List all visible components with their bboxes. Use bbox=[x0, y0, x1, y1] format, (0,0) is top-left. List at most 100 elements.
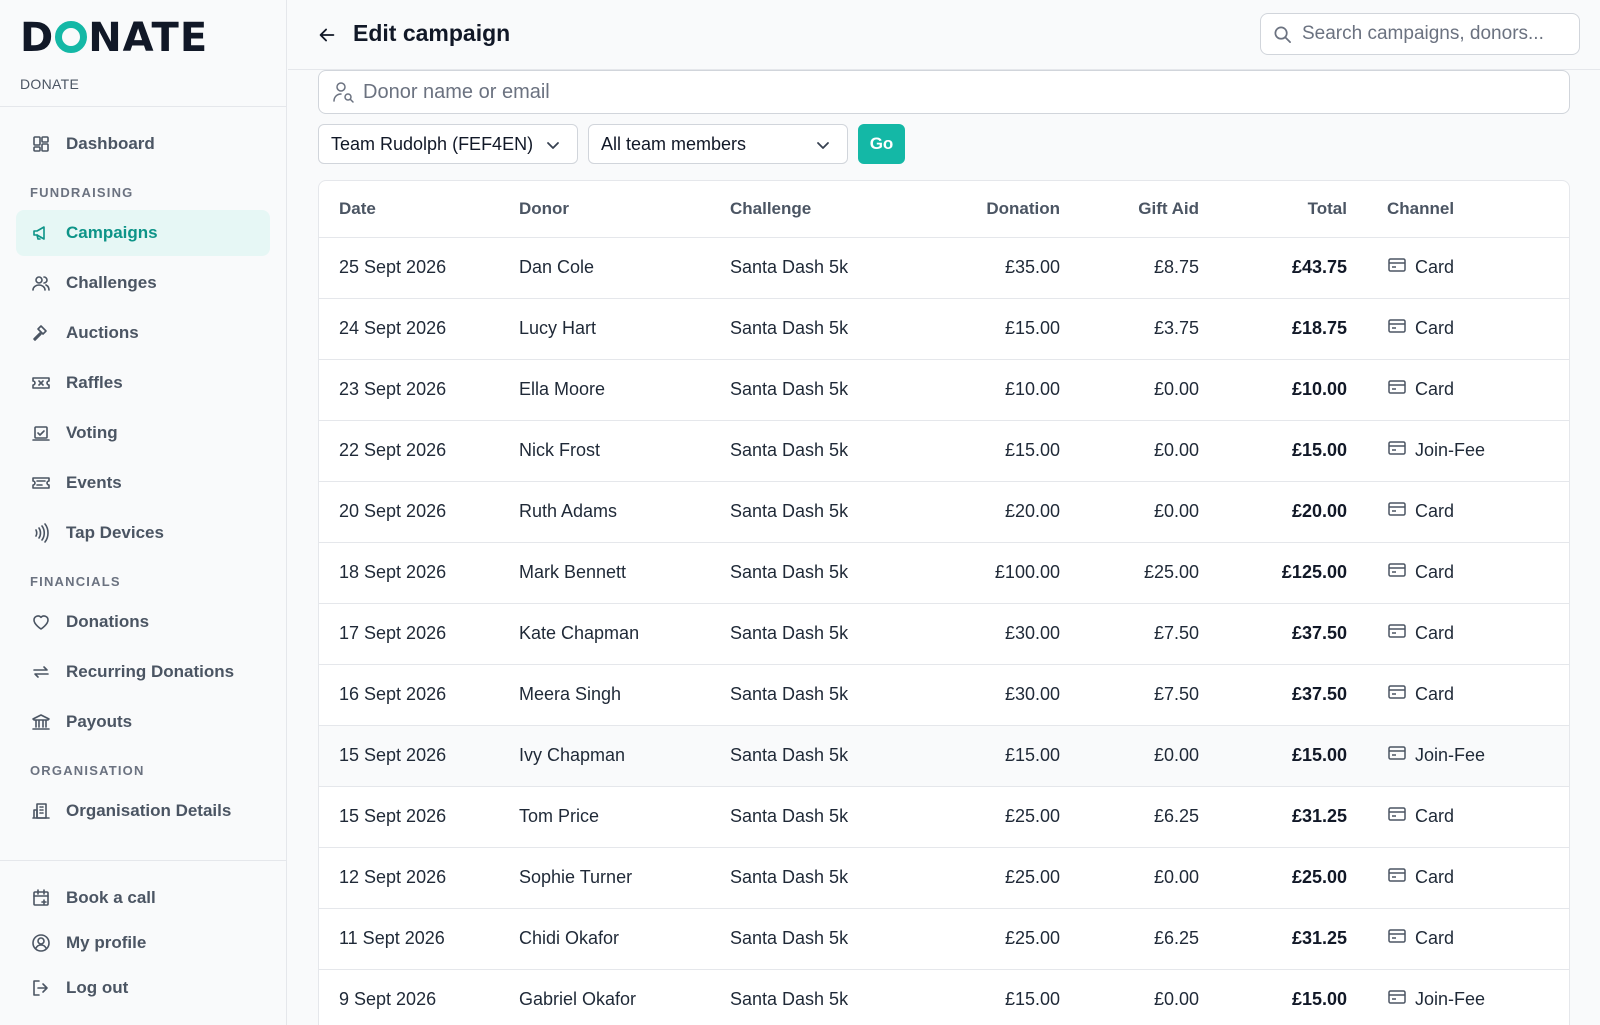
sidebar-item-label: Organisation Details bbox=[66, 801, 232, 820]
column-donation[interactable]: Donation bbox=[920, 181, 1060, 238]
sidebar-item-tap-devices[interactable]: Tap Devices bbox=[16, 510, 270, 556]
cell-gift-aid: £7.50 bbox=[1060, 603, 1199, 665]
sidebar-item-campaigns[interactable]: Campaigns bbox=[16, 210, 270, 256]
sidebar-item-label: Campaigns bbox=[66, 223, 158, 242]
table-row[interactable]: 12 Sept 2026 Sophie Turner Santa Dash 5k £2… bbox=[319, 847, 1569, 909]
cell-donation: £20.00 bbox=[920, 481, 1060, 543]
cell-total: £25.00 bbox=[1199, 847, 1347, 909]
sidebar-item-recurring-donations[interactable]: Recurring Donations bbox=[16, 649, 270, 695]
cell-donor: Ella Moore bbox=[519, 359, 730, 421]
cell-challenge: Santa Dash 5k bbox=[730, 420, 920, 482]
channel-text: Join-Fee bbox=[1415, 745, 1486, 765]
table-row[interactable]: 15 Sept 2026 Ivy Chapman Santa Dash 5k £15.… bbox=[319, 725, 1569, 787]
table-row[interactable]: 17 Sept 2026 Kate Chapman Santa Dash 5k £30… bbox=[319, 603, 1569, 665]
back-button[interactable] bbox=[314, 22, 340, 48]
page-header: Edit campaign bbox=[288, 0, 1600, 70]
sidebar-item-raffles[interactable]: Raffles bbox=[16, 360, 270, 406]
column-donor[interactable]: Donor bbox=[519, 181, 730, 238]
table-row[interactable]: 11 Sept 2026 Chidi Okafor Santa Dash 5k £25… bbox=[319, 908, 1569, 970]
donor-search-input[interactable] bbox=[363, 80, 1543, 104]
cell-donor: Sophie Turner bbox=[519, 847, 730, 909]
channel-label: Card bbox=[1387, 377, 1454, 402]
member-select[interactable]: All team members bbox=[588, 124, 848, 164]
column-channel[interactable]: Channel bbox=[1347, 181, 1569, 238]
cell-channel: Card bbox=[1347, 786, 1569, 848]
channel-text: Card bbox=[1415, 928, 1455, 948]
table-row[interactable]: 18 Sept 2026 Mark Bennett Santa Dash 5k £10… bbox=[319, 542, 1569, 604]
sidebar-item-my-profile[interactable]: My profile bbox=[16, 920, 270, 965]
calendar-icon bbox=[30, 887, 52, 909]
channel-text: Card bbox=[1415, 501, 1455, 521]
sidebar-item-label: Donations bbox=[66, 612, 150, 631]
channel-label: Card bbox=[1387, 255, 1454, 280]
page-title: Edit campaign bbox=[353, 20, 511, 46]
cell-donor: Meera Singh bbox=[519, 664, 730, 726]
cell-total: £31.25 bbox=[1199, 908, 1347, 970]
cell-challenge: Santa Dash 5k bbox=[730, 237, 920, 299]
grid-icon bbox=[30, 133, 52, 155]
arrow-left-icon bbox=[319, 28, 335, 42]
cell-donation: £25.00 bbox=[920, 847, 1060, 909]
ballot-icon bbox=[30, 422, 52, 444]
sidebar-item-dashboard[interactable]: Dashboard bbox=[16, 121, 270, 167]
global-search-input[interactable] bbox=[1302, 23, 1572, 45]
sidebar-item-label: Tap Devices bbox=[66, 523, 164, 542]
cell-gift-aid: £0.00 bbox=[1060, 420, 1199, 482]
table-row[interactable]: 16 Sept 2026 Meera Singh Santa Dash 5k £30.… bbox=[319, 664, 1569, 726]
team-select[interactable]: Team Rudolph (FEF4EN) bbox=[318, 124, 578, 164]
sidebar-item-auctions[interactable]: Auctions bbox=[16, 310, 270, 356]
go-button[interactable]: Go bbox=[858, 124, 905, 164]
contactless-icon bbox=[30, 522, 52, 544]
table-row[interactable]: 9 Sept 2026 Gabriel Okafor Santa Dash 5k £1… bbox=[319, 969, 1569, 1025]
sidebar-item-voting[interactable]: Voting bbox=[16, 410, 270, 456]
table-row[interactable]: 15 Sept 2026 Tom Price Santa Dash 5k £25.00… bbox=[319, 786, 1569, 848]
table-row[interactable]: 20 Sept 2026 Ruth Adams Santa Dash 5k £20.0… bbox=[319, 481, 1569, 543]
cell-gift-aid: £0.00 bbox=[1060, 359, 1199, 421]
cell-challenge: Santa Dash 5k bbox=[730, 481, 920, 543]
sidebar-item-donations[interactable]: Donations bbox=[16, 599, 270, 645]
column-total[interactable]: Total bbox=[1199, 181, 1347, 238]
card-icon bbox=[1387, 499, 1415, 524]
sidebar-item-challenges[interactable]: Challenges bbox=[16, 260, 270, 306]
sidebar-item-payouts[interactable]: Payouts bbox=[16, 699, 270, 745]
cell-date: 17 Sept 2026 bbox=[319, 603, 519, 665]
channel-label: Join-Fee bbox=[1387, 438, 1485, 463]
table-row[interactable]: 24 Sept 2026 Lucy Hart Santa Dash 5k £15.00… bbox=[319, 298, 1569, 360]
global-search[interactable] bbox=[1260, 13, 1580, 55]
table-row[interactable]: 25 Sept 2026 Dan Cole Santa Dash 5k £35.00 £… bbox=[319, 237, 1569, 299]
card-icon bbox=[1387, 682, 1415, 707]
sidebar-item-events[interactable]: Events bbox=[16, 460, 270, 506]
logo[interactable]: D NATE bbox=[20, 15, 209, 61]
sidebar-bottom: Book a call My profile Log out bbox=[0, 860, 286, 1010]
cell-donation: £30.00 bbox=[920, 664, 1060, 726]
chevron-down-icon bbox=[543, 135, 563, 155]
user-circle-icon bbox=[30, 932, 52, 954]
cell-date: 20 Sept 2026 bbox=[319, 481, 519, 543]
column-gift-aid[interactable]: Gift Aid bbox=[1060, 181, 1199, 238]
cell-channel: Join-Fee bbox=[1347, 420, 1569, 482]
sidebar-item-log-out[interactable]: Log out bbox=[16, 965, 270, 1010]
channel-text: Card bbox=[1415, 806, 1455, 826]
column-date[interactable]: Date bbox=[319, 181, 519, 238]
donor-search[interactable] bbox=[318, 70, 1570, 114]
cell-total: £10.00 bbox=[1199, 359, 1347, 421]
cell-total: £15.00 bbox=[1199, 725, 1347, 787]
cell-date: 9 Sept 2026 bbox=[319, 969, 519, 1025]
brand: D NATE DONATE bbox=[0, 0, 286, 107]
cell-total: £15.00 bbox=[1199, 420, 1347, 482]
cell-date: 22 Sept 2026 bbox=[319, 420, 519, 482]
section-financials: FINANCIALS bbox=[30, 574, 121, 589]
sidebar-item-book-call[interactable]: Book a call bbox=[16, 875, 270, 920]
cell-gift-aid: £0.00 bbox=[1060, 481, 1199, 543]
cell-total: £31.25 bbox=[1199, 786, 1347, 848]
cell-challenge: Santa Dash 5k bbox=[730, 664, 920, 726]
search-icon bbox=[1274, 26, 1291, 43]
logout-icon bbox=[30, 977, 52, 999]
megaphone-icon bbox=[30, 222, 52, 244]
cell-gift-aid: £0.00 bbox=[1060, 969, 1199, 1025]
table-row[interactable]: 23 Sept 2026 Ella Moore Santa Dash 5k £10.0… bbox=[319, 359, 1569, 421]
cell-donation: £25.00 bbox=[920, 908, 1060, 970]
sidebar-item-organisation-details[interactable]: Organisation Details bbox=[16, 788, 270, 834]
column-challenge[interactable]: Challenge bbox=[730, 181, 920, 238]
table-row[interactable]: 22 Sept 2026 Nick Frost Santa Dash 5k £15.0… bbox=[319, 420, 1569, 482]
